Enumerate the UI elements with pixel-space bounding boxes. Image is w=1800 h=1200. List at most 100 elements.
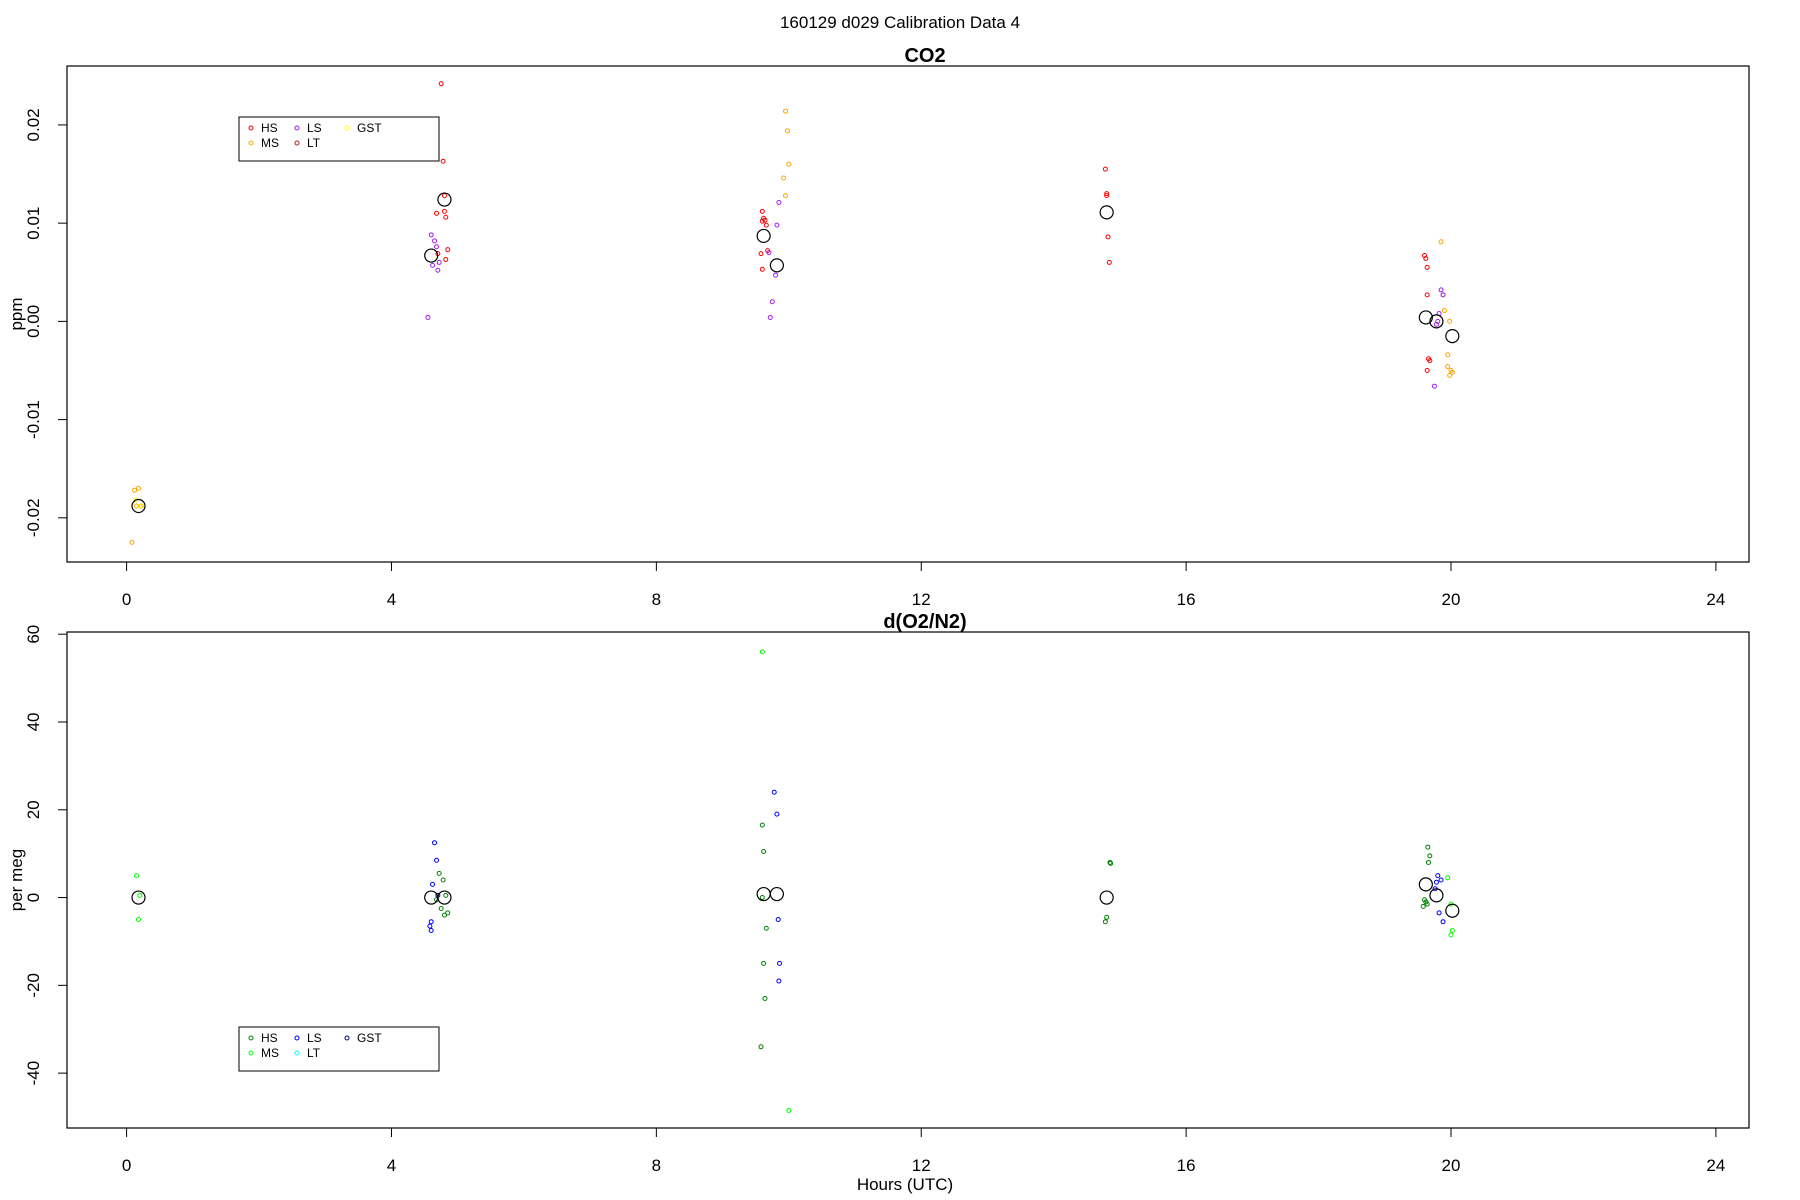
- co2-plot-marks: [129, 81, 1460, 545]
- co2-x-tick-label: 8: [652, 590, 661, 609]
- co2-point-ls: [430, 262, 436, 268]
- co2-point-ms-pts: [782, 108, 788, 114]
- co2-point-ls: [434, 244, 440, 250]
- co2-point-ls: [776, 200, 782, 206]
- co2-point-ms-pts: [1445, 352, 1451, 358]
- o2n2-point-ls: [776, 978, 782, 984]
- o2n2-y-tick-label: 60: [24, 625, 43, 644]
- co2-point-hs: [758, 251, 764, 257]
- co2-point-hs: [441, 208, 447, 214]
- co2-point-ms-pts: [132, 487, 138, 493]
- co2-y-tick-label: 0.00: [24, 305, 43, 338]
- o2n2-point-hs: [445, 910, 451, 916]
- co2-x-tick-label: 12: [912, 590, 931, 609]
- o2n2-point-hs: [1102, 919, 1108, 925]
- o2n2-point-ls: [428, 919, 434, 925]
- co2-point-mean: [1418, 310, 1433, 325]
- co2-point-ms-pts: [781, 175, 787, 181]
- o2n2-point-hs: [1425, 844, 1431, 850]
- o2n2-point-ms: [786, 1107, 792, 1113]
- o2n2-point-ls: [775, 917, 781, 923]
- co2-point-hs: [1424, 264, 1430, 270]
- co2-point-hs: [1102, 166, 1108, 172]
- co2-point-mean: [769, 258, 784, 273]
- o2n2-x-tick-label: 20: [1442, 1156, 1461, 1175]
- o2n2-point-ms: [1448, 932, 1454, 938]
- co2-point-gst: [137, 503, 143, 509]
- o2n2-point-mean: [769, 886, 784, 902]
- co2-point-ms-pts: [1441, 308, 1447, 314]
- o2n2-point-ls: [1440, 919, 1446, 925]
- o2n2-point-hs: [1104, 914, 1110, 920]
- co2-point-ms-pts: [1445, 364, 1451, 370]
- co2-legend-symbol: [294, 125, 300, 131]
- o2n2-y-tick-label: 40: [24, 713, 43, 732]
- co2-legend-symbol: [294, 140, 300, 146]
- co2-point-ls: [435, 267, 441, 273]
- o2n2-legend-label: LT: [307, 1046, 321, 1060]
- co2-point-ls: [1440, 292, 1446, 298]
- o2n2-y-tick-label: -20: [24, 973, 43, 998]
- o2n2-x-tick-label: 4: [387, 1156, 396, 1175]
- co2-x-axis: 0 4 8 12 16 20 24: [122, 561, 1725, 609]
- co2-x-tick-label: 16: [1177, 590, 1196, 609]
- co2-legend-symbol: [344, 125, 350, 131]
- o2n2-x-axis: 0 4 8 12 16 20 24: [122, 1127, 1725, 1175]
- o2n2-point-mean: [1418, 877, 1433, 892]
- co2-point-hs: [759, 208, 765, 214]
- co2-legend-box: [238, 116, 440, 162]
- co2-panel-title: CO2: [904, 45, 945, 67]
- co2-legend-symbol: [248, 140, 254, 146]
- o2n2-point-hs: [1424, 901, 1430, 907]
- o2n2-point-mean: [1429, 888, 1444, 903]
- co2-point-hs: [443, 214, 449, 220]
- co2-point-ms-pts: [1438, 239, 1444, 245]
- co2-point-hs: [762, 217, 768, 223]
- co2-point-ls: [1431, 383, 1437, 389]
- co2-point-mean: [437, 192, 452, 207]
- co2-point-hs: [759, 266, 765, 272]
- co2-y-tick-label: 0.02: [24, 108, 43, 141]
- co2-legend-symbol: [248, 125, 254, 131]
- o2n2-legend-box: [238, 1026, 440, 1072]
- o2n2-point-ms: [1445, 875, 1451, 881]
- o2n2-point-ms: [1449, 927, 1455, 933]
- co2-point-ms-pts: [129, 539, 135, 545]
- co2-point-hs: [443, 256, 449, 262]
- o2n2-point-ls: [777, 960, 783, 966]
- o2n2-point-hs: [443, 892, 449, 898]
- o2n2-legend-label: HS: [261, 1031, 278, 1045]
- o2n2-point-ls: [434, 857, 440, 863]
- co2-point-hs: [440, 158, 446, 164]
- co2-panel: CO2 ppm 0 4 8 12 16 20 24 -0.02 -0.01 0.00 0.01 0.…: [7, 45, 1750, 609]
- co2-point-ms-pts: [1447, 318, 1453, 324]
- co2-point-hs: [438, 81, 444, 87]
- co2-y-tick-label: 0.01: [24, 207, 43, 240]
- co2-legend-label: HS: [261, 121, 278, 135]
- o2n2-x-tick-label: 12: [912, 1156, 931, 1175]
- co2-x-tick-label: 20: [1442, 590, 1461, 609]
- co2-point-hs: [1423, 256, 1429, 262]
- o2n2-point-hs: [761, 848, 767, 854]
- o2n2-legend-label: GST: [357, 1031, 382, 1045]
- o2n2-point-ms: [136, 917, 142, 923]
- co2-point-mean: [131, 498, 146, 514]
- co2-point-ls: [436, 259, 442, 265]
- co2-point-mean: [424, 248, 439, 263]
- o2n2-point-ms: [759, 649, 765, 655]
- co2-point-hs: [1104, 193, 1110, 199]
- o2n2-point-hs: [758, 1044, 764, 1050]
- o2n2-point-ms: [137, 892, 143, 898]
- o2n2-point-ls: [1436, 910, 1442, 916]
- o2n2-point-ls: [1435, 873, 1441, 879]
- co2-point-ms-pts: [786, 161, 792, 167]
- o2n2-point-hs: [763, 925, 769, 931]
- o2n2-point-hs: [441, 912, 447, 918]
- o2n2-point-hs: [1425, 859, 1431, 865]
- o2n2-point-hs: [436, 870, 442, 876]
- o2n2-y-axis-label: per meg: [7, 849, 26, 911]
- co2-point-ls: [773, 272, 779, 278]
- co2-point-hs: [1424, 292, 1430, 298]
- co2-point-hs: [1105, 234, 1111, 240]
